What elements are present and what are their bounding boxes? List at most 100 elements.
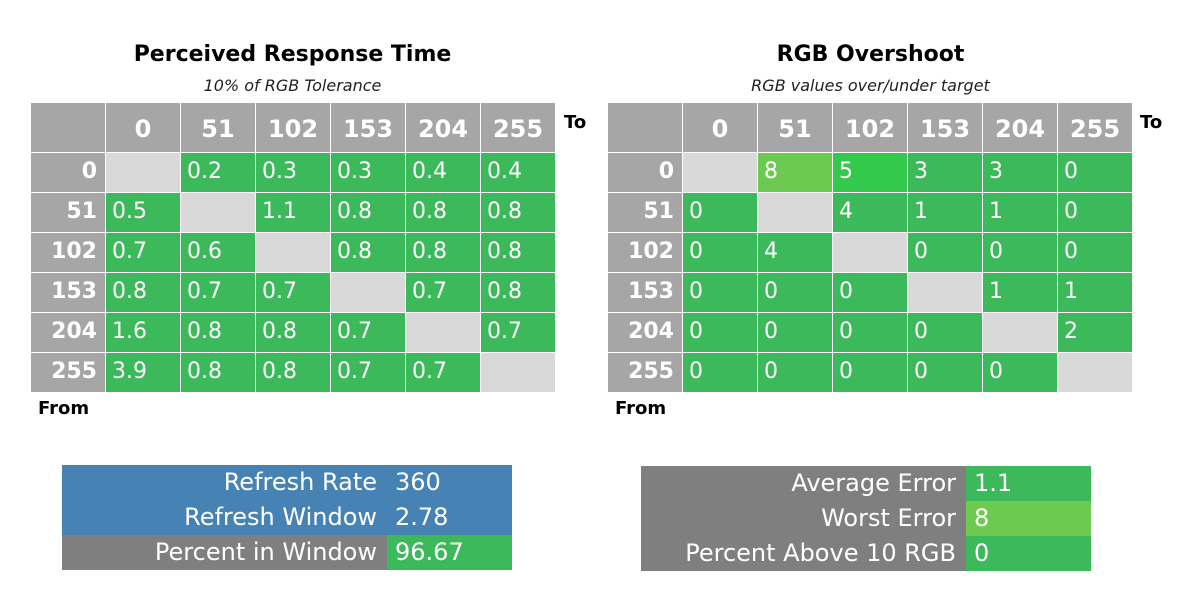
value-cell: 3.9	[106, 353, 181, 393]
value-cell: 0	[683, 273, 758, 313]
corner-cell	[608, 103, 683, 153]
value-cell: 3	[908, 153, 983, 193]
from-label: From	[615, 398, 667, 419]
column-header: 255	[481, 103, 556, 153]
overshoot-matrix: 0 51 102 153 204 255 0 8 5 3 3 0 51 0 4 1 1 0 102 0 4 0 0 0 153 0…	[608, 103, 1133, 393]
value-cell: 0.8	[406, 233, 481, 273]
diagonal-cell	[406, 313, 481, 353]
diagonal-cell	[106, 153, 181, 193]
value-cell: 0	[983, 353, 1058, 393]
value-cell: 0.8	[406, 193, 481, 233]
column-header: 51	[758, 103, 833, 153]
value-cell: 0	[683, 353, 758, 393]
stat-value: 360	[387, 465, 512, 500]
value-cell: 0.2	[181, 153, 256, 193]
to-label: To	[1140, 112, 1163, 133]
row-header: 0	[608, 153, 683, 193]
column-header: 204	[983, 103, 1058, 153]
column-header: 204	[406, 103, 481, 153]
value-cell: 0	[908, 313, 983, 353]
value-cell: 1	[983, 273, 1058, 313]
value-cell: 5	[833, 153, 908, 193]
diagonal-cell	[758, 193, 833, 233]
value-cell: 0.8	[481, 233, 556, 273]
row-header: 153	[31, 273, 106, 313]
value-cell: 0.8	[331, 193, 406, 233]
value-cell: 0.8	[256, 313, 331, 353]
stat-row: Percent Above 10 RGB 0	[641, 536, 1091, 571]
row-header: 51	[608, 193, 683, 233]
stat-label: Percent Above 10 RGB	[641, 536, 966, 571]
value-cell: 1.6	[106, 313, 181, 353]
value-cell: 0.8	[331, 233, 406, 273]
value-cell: 0.3	[256, 153, 331, 193]
value-cell: 0.7	[106, 233, 181, 273]
stat-value: 96.67	[387, 535, 512, 570]
value-cell: 0	[1058, 153, 1133, 193]
stat-row: Percent in Window 96.67	[62, 535, 512, 570]
stat-label: Percent in Window	[62, 535, 387, 570]
value-cell: 0	[833, 353, 908, 393]
column-header: 153	[908, 103, 983, 153]
refresh-stats-table: Refresh Rate 360 Refresh Window 2.78 Percent…	[62, 465, 512, 570]
stat-value: 0	[966, 536, 1091, 571]
stat-label: Worst Error	[641, 501, 966, 536]
row-header: 102	[608, 233, 683, 273]
diagonal-cell	[983, 313, 1058, 353]
row-header: 102	[31, 233, 106, 273]
value-cell: 0.6	[181, 233, 256, 273]
stat-value: 8	[966, 501, 1091, 536]
diagonal-cell	[256, 233, 331, 273]
diagonal-cell	[181, 193, 256, 233]
stat-label: Refresh Rate	[62, 465, 387, 500]
value-cell: 0.8	[181, 353, 256, 393]
row-header: 204	[608, 313, 683, 353]
stat-value: 2.78	[387, 500, 512, 535]
column-header: 0	[106, 103, 181, 153]
value-cell: 0	[908, 233, 983, 273]
value-cell: 1	[908, 193, 983, 233]
response-time-title: Perceived Response Time	[133, 42, 452, 67]
overshoot-title: RGB Overshoot	[776, 42, 965, 67]
value-cell: 0.7	[406, 353, 481, 393]
value-cell: 4	[758, 233, 833, 273]
value-cell: 0.8	[481, 193, 556, 233]
value-cell: 0	[908, 353, 983, 393]
value-cell: 8	[758, 153, 833, 193]
value-cell: 0.8	[481, 273, 556, 313]
value-cell: 0	[983, 233, 1058, 273]
error-stats-table: Average Error 1.1 Worst Error 8 Percent Abov…	[641, 466, 1091, 571]
stat-row: Worst Error 8	[641, 501, 1091, 536]
value-cell: 0.7	[406, 273, 481, 313]
value-cell: 0.4	[406, 153, 481, 193]
column-header: 153	[331, 103, 406, 153]
row-header: 204	[31, 313, 106, 353]
value-cell: 0.8	[106, 273, 181, 313]
value-cell: 4	[833, 193, 908, 233]
diagonal-cell	[833, 233, 908, 273]
stat-row: Refresh Window 2.78	[62, 500, 512, 535]
row-header: 0	[31, 153, 106, 193]
value-cell: 0	[758, 313, 833, 353]
value-cell: 1	[983, 193, 1058, 233]
row-header: 153	[608, 273, 683, 313]
column-header: 255	[1058, 103, 1133, 153]
value-cell: 0.7	[481, 313, 556, 353]
value-cell: 0.8	[256, 353, 331, 393]
value-cell: 0	[683, 313, 758, 353]
value-cell: 0.7	[256, 273, 331, 313]
value-cell: 0	[833, 313, 908, 353]
to-label: To	[564, 112, 587, 133]
value-cell: 0.8	[181, 313, 256, 353]
value-cell: 2	[1058, 313, 1133, 353]
value-cell: 0.7	[331, 353, 406, 393]
value-cell: 0	[758, 353, 833, 393]
row-header: 255	[608, 353, 683, 393]
column-header: 102	[256, 103, 331, 153]
overshoot-subtitle: RGB values over/under target	[751, 76, 990, 95]
value-cell: 0	[1058, 233, 1133, 273]
diagonal-cell	[331, 273, 406, 313]
value-cell: 0.4	[481, 153, 556, 193]
stat-label: Refresh Window	[62, 500, 387, 535]
corner-cell	[31, 103, 106, 153]
